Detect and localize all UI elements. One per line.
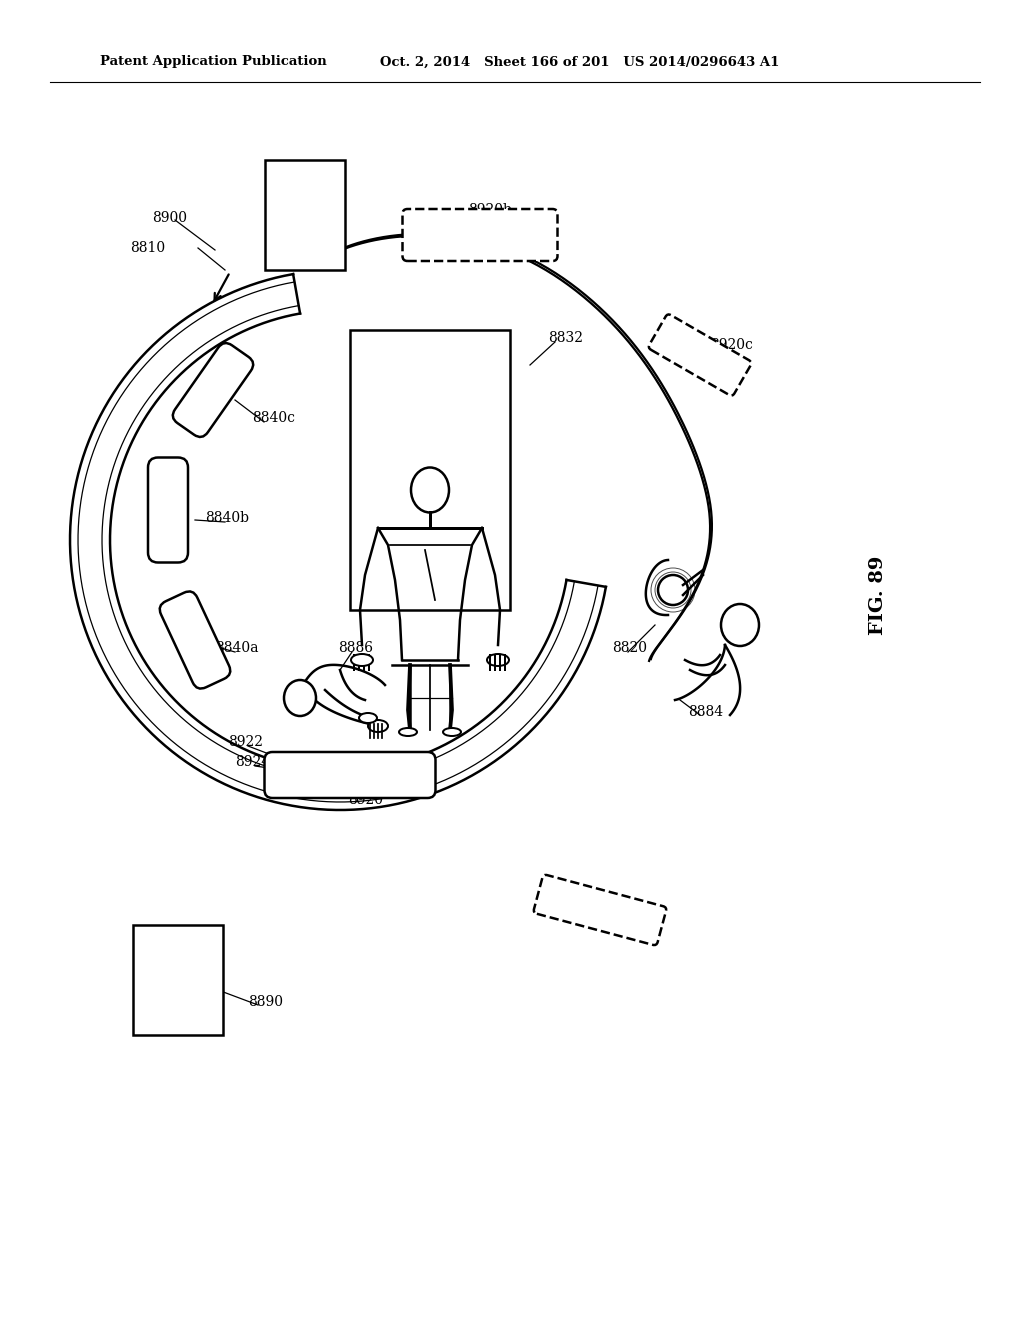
FancyBboxPatch shape bbox=[173, 343, 253, 437]
Ellipse shape bbox=[399, 729, 417, 737]
FancyBboxPatch shape bbox=[534, 875, 667, 945]
Text: 8880: 8880 bbox=[350, 541, 385, 554]
Text: 8840b: 8840b bbox=[205, 511, 249, 525]
Text: 8832: 8832 bbox=[548, 331, 583, 345]
Text: 8882: 8882 bbox=[352, 480, 387, 495]
Ellipse shape bbox=[487, 653, 509, 667]
FancyBboxPatch shape bbox=[402, 209, 557, 261]
FancyBboxPatch shape bbox=[160, 591, 230, 689]
Text: Oct. 2, 2014   Sheet 166 of 201   US 2014/0296643 A1: Oct. 2, 2014 Sheet 166 of 201 US 2014/02… bbox=[380, 55, 779, 69]
Text: 8820: 8820 bbox=[612, 642, 647, 655]
Text: 8920c: 8920c bbox=[710, 338, 753, 352]
Text: 8886: 8886 bbox=[338, 642, 373, 655]
FancyBboxPatch shape bbox=[264, 752, 435, 799]
Ellipse shape bbox=[443, 729, 461, 737]
Bar bbox=[350, 330, 510, 610]
Text: FIG. 89: FIG. 89 bbox=[869, 556, 887, 635]
Ellipse shape bbox=[284, 680, 316, 715]
Polygon shape bbox=[70, 275, 606, 810]
Bar bbox=[315, 760, 421, 768]
Text: 8922: 8922 bbox=[228, 735, 263, 748]
Text: 8924: 8924 bbox=[234, 755, 270, 770]
Bar bbox=[265, 160, 345, 271]
Text: 8900: 8900 bbox=[152, 211, 187, 224]
FancyBboxPatch shape bbox=[148, 458, 188, 562]
Bar bbox=[133, 925, 223, 1035]
Text: 8920: 8920 bbox=[348, 793, 383, 807]
Text: 8920b: 8920b bbox=[468, 203, 512, 216]
Text: Patent Application Publication: Patent Application Publication bbox=[100, 55, 327, 69]
Text: 8840a: 8840a bbox=[215, 642, 258, 655]
Text: 8890: 8890 bbox=[248, 995, 283, 1008]
Ellipse shape bbox=[411, 467, 449, 512]
Text: 8830: 8830 bbox=[285, 172, 319, 185]
Ellipse shape bbox=[368, 719, 388, 733]
Text: 8884: 8884 bbox=[688, 705, 723, 719]
Text: 8840c: 8840c bbox=[252, 411, 295, 425]
Ellipse shape bbox=[359, 713, 377, 723]
Ellipse shape bbox=[351, 653, 373, 667]
Text: 8920a: 8920a bbox=[610, 915, 653, 929]
Ellipse shape bbox=[721, 605, 759, 645]
FancyBboxPatch shape bbox=[649, 314, 752, 396]
Text: 8810: 8810 bbox=[130, 242, 165, 255]
Bar bbox=[318, 755, 418, 763]
